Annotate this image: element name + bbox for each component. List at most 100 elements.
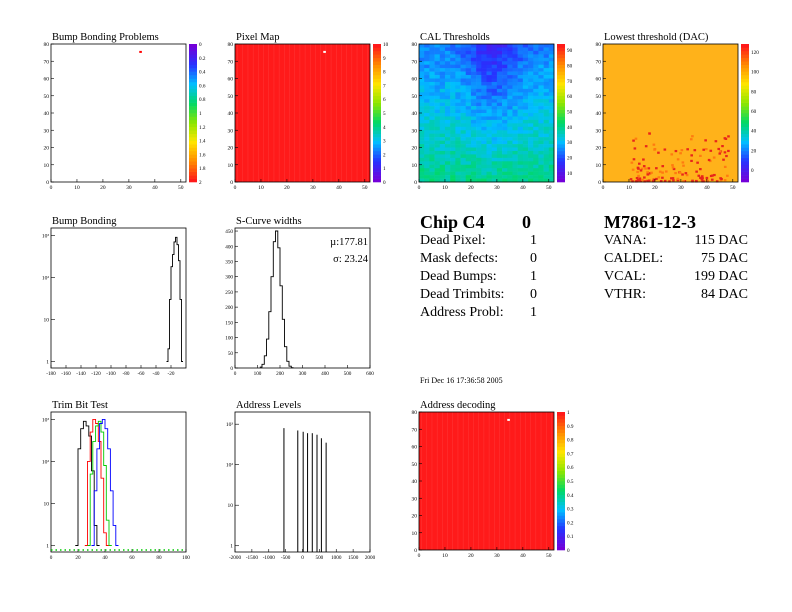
x-tick-label: 40 xyxy=(102,555,108,561)
heatmap-cell xyxy=(444,130,451,134)
heatmap-cell xyxy=(419,71,425,76)
heatmap-cell xyxy=(465,161,472,166)
heatmap-cell xyxy=(465,137,472,141)
heatmap-cell xyxy=(512,140,518,145)
y-tick-label: 80 xyxy=(44,42,50,48)
heatmap-cell xyxy=(450,137,456,141)
x-tick-label: 30 xyxy=(494,553,500,559)
heatmap-cell xyxy=(455,78,461,83)
heatmap-cell xyxy=(533,88,539,93)
heatmap-cell xyxy=(429,113,435,117)
heatmap-cell xyxy=(481,147,487,152)
x-tick-label: -2000 xyxy=(229,555,242,561)
palette-label: 4 xyxy=(383,125,386,131)
heatmap-cell xyxy=(512,92,518,97)
heatmap-cell xyxy=(491,150,498,155)
palette-cell xyxy=(557,78,565,83)
heatmap-cell xyxy=(538,144,544,148)
heatmap-cal_thresholds: 0 10 20 30 40 5001020304050607080102030405060… xyxy=(412,42,573,191)
palette-cell xyxy=(741,178,749,183)
heatmap-cell xyxy=(507,178,513,183)
chip-row: Address Probl: 1 xyxy=(420,305,537,321)
heatmap-cell xyxy=(481,113,487,117)
heatmap-cell xyxy=(419,154,425,159)
heatmap-cell xyxy=(507,109,513,114)
heatmap-cell xyxy=(496,171,503,176)
heatmap-cell xyxy=(543,147,550,152)
heatmap-cell xyxy=(538,68,544,72)
palette-cell xyxy=(557,106,565,110)
x-tick-label: 100 xyxy=(254,371,262,377)
heatmap-cell xyxy=(533,109,539,114)
heatmap-cell xyxy=(718,152,722,155)
heatmap-cell xyxy=(434,64,441,69)
heatmap-cell xyxy=(548,64,555,69)
heatmap-cell xyxy=(646,179,649,182)
heatmap-cell xyxy=(507,102,513,107)
heatmap-cell xyxy=(434,61,441,65)
heatmap-cell xyxy=(486,92,492,97)
heatmap-cell xyxy=(548,75,555,79)
heatmap-cell xyxy=(690,154,693,157)
palette-label: 0.6 xyxy=(567,465,574,471)
palette-cell xyxy=(741,75,749,79)
heatmap-cell xyxy=(538,61,544,65)
palette-cell xyxy=(557,130,565,134)
heatmap-cell xyxy=(465,95,472,100)
heatmap-cell xyxy=(491,154,498,159)
x-tick-label: 500 xyxy=(344,371,352,377)
module-row-value: 84 DAC xyxy=(700,287,748,302)
palette-cell xyxy=(373,44,381,48)
heatmap-cell xyxy=(450,178,456,183)
heatmap-cell xyxy=(424,119,430,124)
heatmap-cell xyxy=(543,57,550,62)
heatmap-cell xyxy=(444,116,451,121)
heatmap-cell xyxy=(455,168,461,172)
heatmap-cell xyxy=(434,113,441,117)
heatmap-cell xyxy=(548,78,555,83)
heatmap-cell xyxy=(512,78,518,83)
palette-cell xyxy=(557,449,565,454)
palette-cell xyxy=(373,126,381,131)
heatmap-cell xyxy=(460,102,467,107)
heatmap-cell xyxy=(496,88,503,93)
heatmap-cell xyxy=(424,99,430,103)
heatmap-cell xyxy=(476,119,482,124)
heatmap-cell xyxy=(434,130,441,134)
heatmap-cell xyxy=(434,68,441,72)
palette-cell xyxy=(557,47,565,52)
palette-label: 0.6 xyxy=(199,83,206,89)
heatmap-cell xyxy=(429,102,435,107)
heatmap-cell xyxy=(709,149,713,152)
heatmap-cell xyxy=(699,154,702,157)
y-tick-label: 0 xyxy=(414,180,417,186)
heatmap-cell xyxy=(496,64,503,69)
palette-cell xyxy=(741,78,749,83)
x-tick-label: 40 xyxy=(152,185,158,191)
heatmap-cell xyxy=(538,81,544,86)
heatmap-cell xyxy=(548,164,555,169)
y-tick-label: 60 xyxy=(228,77,234,83)
plot-title: S-Curve widths xyxy=(236,216,302,227)
heatmap-cell xyxy=(723,165,727,168)
heatmap-cell xyxy=(543,164,550,169)
heatmap-cell xyxy=(517,130,524,134)
heatmap-cell xyxy=(702,180,705,183)
palette-cell xyxy=(189,88,197,93)
heatmap-cell xyxy=(465,71,472,76)
x-tick-label: 0 xyxy=(602,185,605,191)
heatmap-cell xyxy=(517,99,524,103)
heatmap-cell xyxy=(434,144,441,148)
palette-cell xyxy=(741,147,749,152)
palette-cell xyxy=(557,432,565,437)
heatmap-cell xyxy=(528,147,534,152)
y-tick-label: 80 xyxy=(228,42,234,48)
heatmap-cell xyxy=(450,168,456,172)
heatmap-cell xyxy=(439,144,446,148)
heatmap-cell xyxy=(522,144,529,148)
y-tick-label: 20 xyxy=(228,146,234,152)
heatmap-cell xyxy=(429,119,435,124)
heatmap-cell xyxy=(429,50,435,55)
heatmap-cell xyxy=(512,95,518,100)
